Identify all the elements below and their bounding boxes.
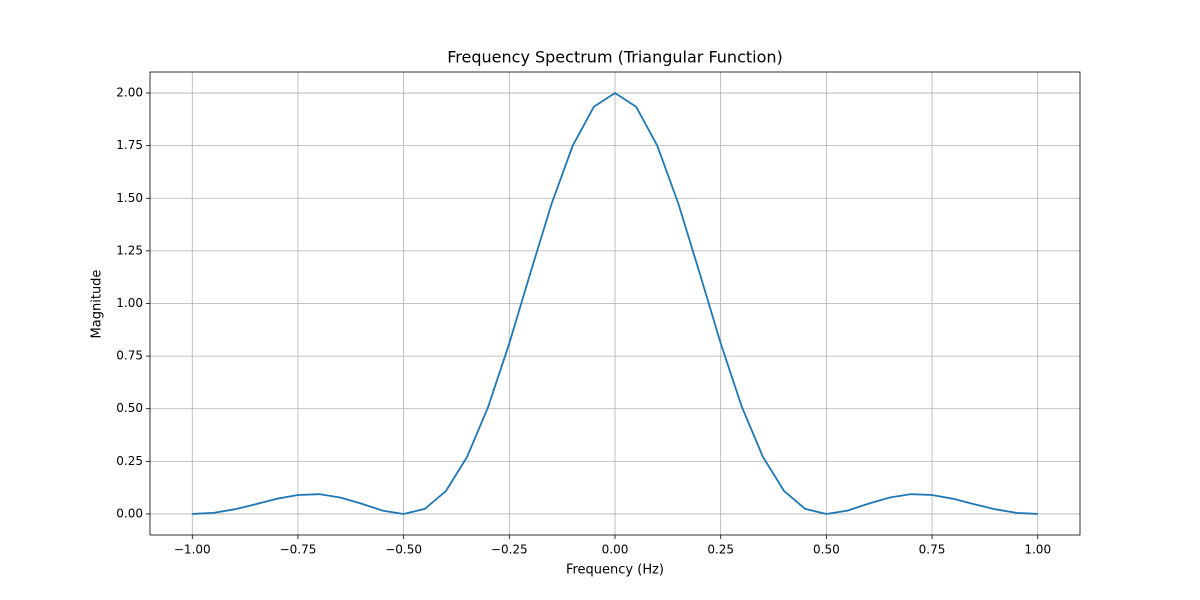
y-tick-label: 1.25 — [116, 243, 143, 257]
data-line — [192, 91, 1038, 515]
y-axis-label: Magnitude — [90, 270, 105, 339]
x-tick-label: 0.25 — [707, 543, 734, 557]
y-tick-label: 0.75 — [116, 349, 143, 363]
x-tick-label: 0.75 — [919, 543, 946, 557]
y-tick-label: 0.25 — [116, 454, 143, 468]
chart-title: Frequency Spectrum (Triangular Function) — [447, 48, 783, 67]
plot-frame — [149, 71, 1081, 536]
y-tick-label: 2.00 — [116, 86, 143, 100]
x-tick-label: 0.50 — [813, 543, 840, 557]
x-tick-label: 0.00 — [602, 543, 629, 557]
x-axis-label: Frequency (Hz) — [566, 563, 664, 578]
x-tick-label: 1.00 — [1024, 543, 1051, 557]
y-tick-label: 1.00 — [116, 296, 143, 310]
y-tick-label: 1.50 — [116, 191, 143, 205]
x-tick-label: −0.50 — [385, 543, 422, 557]
x-tick-label: −0.25 — [491, 543, 528, 557]
y-tick-label: 0.50 — [116, 401, 143, 415]
x-tick-label: −1.00 — [174, 543, 211, 557]
x-tick-label: −0.75 — [280, 543, 317, 557]
y-tick-label: 1.75 — [116, 138, 143, 152]
y-tick-label: 0.00 — [116, 506, 143, 520]
